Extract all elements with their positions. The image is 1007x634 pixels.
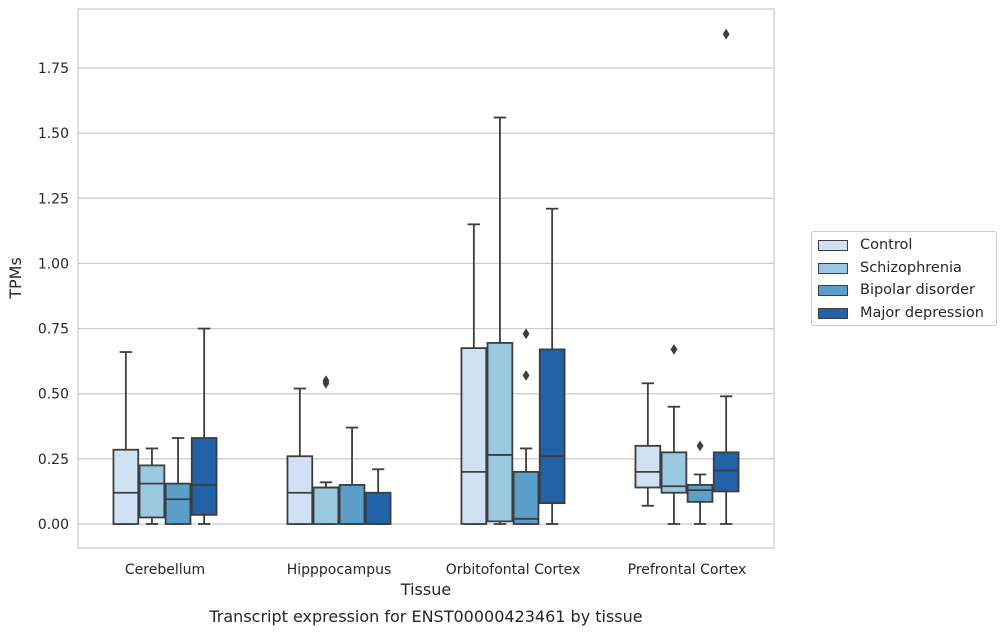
legend-item-major-depression: Major depression bbox=[818, 303, 984, 323]
box-control bbox=[112, 351, 140, 525]
box-iqr bbox=[712, 451, 740, 493]
legend-item-control: Control bbox=[818, 235, 912, 255]
box-bipolar-disorder bbox=[164, 437, 192, 525]
box-schizophrenia bbox=[312, 375, 340, 525]
box-iqr bbox=[286, 455, 314, 525]
y-tick-label: 1.75 bbox=[38, 61, 69, 77]
y-tick-label: 0.50 bbox=[38, 387, 69, 403]
box-iqr bbox=[364, 491, 392, 525]
y-tick-label: 0.75 bbox=[38, 322, 69, 338]
box-control bbox=[286, 387, 314, 525]
x-tick-label: Orbitofontal Cortex bbox=[446, 562, 581, 578]
box-major-depression bbox=[190, 327, 218, 525]
y-tick-label: 1.00 bbox=[38, 256, 69, 272]
box-iqr bbox=[312, 486, 340, 525]
box-iqr bbox=[338, 484, 366, 525]
box-major-depression bbox=[364, 468, 392, 525]
outlier-point bbox=[696, 440, 704, 452]
legend: Control Schizophrenia Bipolar disorder M… bbox=[811, 231, 997, 326]
y-tick-label: 1.50 bbox=[38, 126, 69, 142]
box-bipolar-disorder bbox=[686, 440, 714, 525]
y-tick-label: 0.25 bbox=[38, 452, 69, 468]
outlier-point bbox=[522, 370, 530, 381]
chart-caption: Transcript expression for ENST0000042346… bbox=[208, 607, 642, 626]
legend-swatch-bipolar-disorder bbox=[818, 284, 848, 296]
box-major-depression bbox=[538, 207, 566, 525]
box-iqr bbox=[190, 437, 218, 516]
y-tick-label: 0.00 bbox=[38, 517, 69, 533]
y-tick-labels: 0.00 0.25 0.50 0.75 1.00 1.25 1.50 1.75 bbox=[38, 61, 69, 533]
box-iqr bbox=[538, 348, 566, 505]
x-tick-label: Prefrontal Cortex bbox=[628, 562, 747, 578]
box-iqr bbox=[686, 484, 714, 503]
legend-label-bipolar-disorder: Bipolar disorder bbox=[860, 282, 975, 298]
outlier-point bbox=[322, 375, 330, 387]
box-schizophrenia bbox=[660, 343, 688, 525]
box-major-depression bbox=[712, 28, 740, 525]
y-axis-label: TPMs bbox=[6, 257, 25, 300]
legend-swatch-major-depression bbox=[818, 307, 848, 319]
box-bipolar-disorder bbox=[338, 426, 366, 525]
legend-item-bipolar-disorder: Bipolar disorder bbox=[818, 280, 975, 300]
box-iqr bbox=[164, 482, 192, 525]
box-iqr bbox=[112, 448, 140, 525]
plot-area-frame bbox=[77, 8, 775, 549]
legend-swatch-control bbox=[818, 239, 848, 251]
box-iqr bbox=[138, 464, 166, 519]
box-schizophrenia bbox=[138, 447, 166, 525]
y-tick-label: 1.25 bbox=[38, 191, 69, 207]
box-iqr bbox=[460, 347, 488, 525]
legend-swatch-schizophrenia bbox=[818, 262, 848, 274]
box-bipolar-disorder bbox=[512, 328, 540, 525]
box-control bbox=[460, 223, 488, 525]
box-iqr bbox=[512, 470, 540, 525]
box-iqr bbox=[634, 444, 662, 489]
legend-label-major-depression: Major depression bbox=[860, 305, 984, 321]
outlier-point bbox=[722, 28, 730, 40]
x-axis-label: Tissue bbox=[400, 580, 451, 599]
box-schizophrenia bbox=[486, 116, 514, 525]
x-tick-label: Hipppocampus bbox=[287, 562, 392, 578]
x-tick-labels: Cerebellum Hipppocampus Orbitofontal Corte… bbox=[125, 562, 746, 578]
box-series bbox=[112, 28, 740, 525]
box-iqr bbox=[486, 342, 514, 523]
box-control bbox=[634, 382, 662, 507]
legend-label-control: Control bbox=[860, 237, 913, 253]
outlier-point bbox=[522, 328, 530, 340]
legend-item-schizophrenia: Schizophrenia bbox=[818, 258, 962, 278]
x-tick-label: Cerebellum bbox=[125, 562, 205, 578]
legend-label-schizophrenia: Schizophrenia bbox=[860, 260, 962, 276]
outlier-point bbox=[670, 343, 678, 355]
